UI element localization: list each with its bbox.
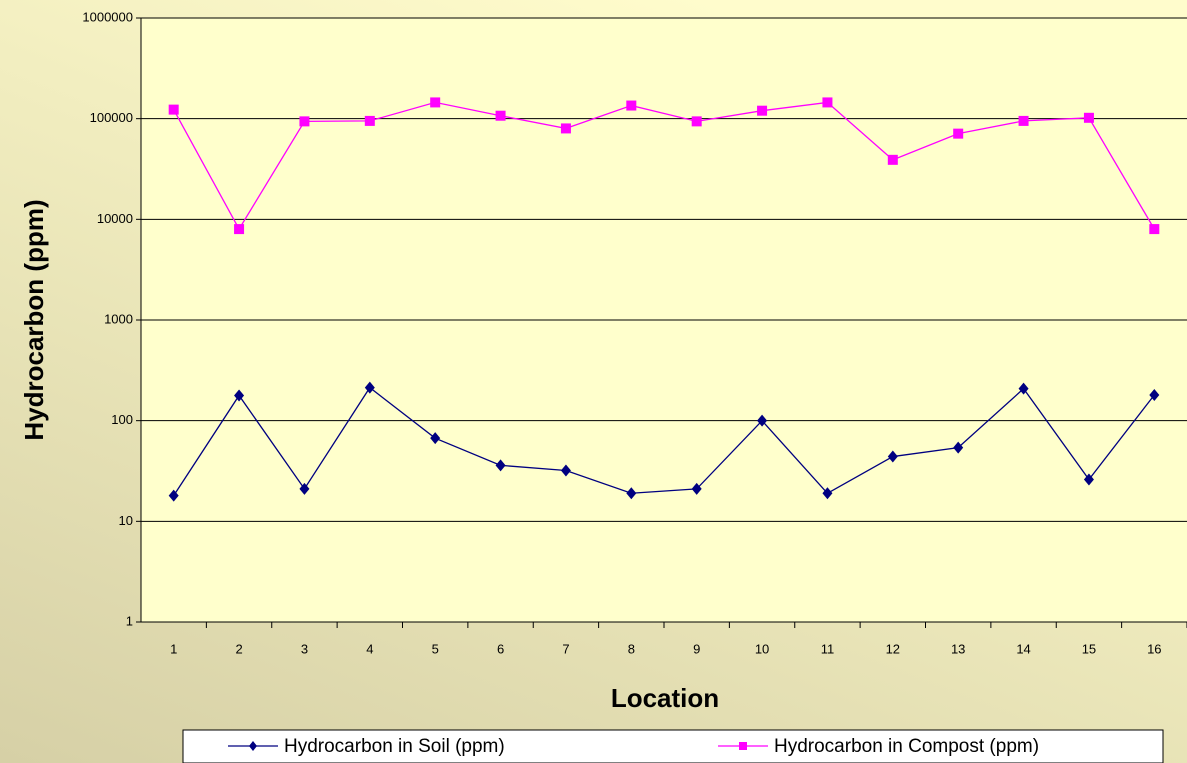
x-tick-label: 12 — [886, 641, 900, 656]
x-tick-label: 11 — [821, 641, 835, 656]
data-point — [1018, 382, 1029, 395]
data-point — [757, 414, 768, 427]
y-tick-label: 1000 — [104, 311, 133, 326]
x-tick-label: 4 — [366, 641, 373, 656]
data-point — [626, 487, 637, 500]
data-point — [691, 116, 702, 127]
x-tick-label: 15 — [1082, 641, 1096, 656]
y-tick-label: 10000 — [97, 211, 133, 226]
y-axis-label: Hydrocarbon (ppm) — [19, 199, 49, 440]
x-tick-label: 9 — [693, 641, 700, 656]
y-tick-label: 100 — [111, 412, 133, 427]
data-point — [168, 489, 179, 502]
data-point — [822, 97, 833, 108]
data-point — [560, 123, 571, 134]
data-point — [691, 482, 702, 495]
x-tick-label: 1 — [170, 641, 177, 656]
y-tick-label: 10 — [119, 513, 133, 528]
x-tick-label: 16 — [1147, 641, 1161, 656]
data-point — [1083, 112, 1094, 123]
x-axis-label: Location — [611, 683, 719, 713]
data-point — [430, 97, 441, 108]
data-point — [1083, 473, 1094, 486]
data-point — [1149, 224, 1160, 235]
data-point — [234, 389, 245, 402]
data-point — [757, 105, 768, 116]
y-tick-label: 1 — [126, 613, 133, 628]
x-tick-label: 2 — [235, 641, 242, 656]
x-tick-label: 14 — [1016, 641, 1030, 656]
data-point — [560, 464, 571, 477]
data-point — [168, 104, 179, 115]
x-tick-label: 13 — [951, 641, 965, 656]
data-point — [495, 110, 506, 121]
data-point — [822, 487, 833, 500]
data-point — [1018, 115, 1029, 126]
data-point — [1149, 388, 1160, 401]
legend-label: Hydrocarbon in Soil (ppm) — [284, 736, 505, 757]
x-tick-label: 10 — [755, 641, 769, 656]
legend-label: Hydrocarbon in Compost (ppm) — [774, 736, 1039, 757]
x-tick-label: 7 — [562, 641, 569, 656]
data-point — [364, 381, 375, 394]
data-point — [953, 128, 964, 139]
legend-marker — [249, 741, 257, 751]
series-line — [173, 386, 1155, 496]
data-point — [887, 450, 898, 463]
data-point — [626, 100, 637, 111]
data-point — [299, 116, 310, 127]
y-tick-label: 1000000 — [82, 9, 133, 24]
data-point — [495, 459, 506, 472]
series-line — [173, 101, 1155, 231]
data-point — [430, 432, 441, 445]
x-tick-label: 6 — [497, 641, 504, 656]
data-point — [887, 154, 898, 165]
legend-marker — [739, 742, 747, 750]
x-tick-label: 8 — [628, 641, 635, 656]
legend-box — [182, 729, 1164, 763]
data-point — [299, 482, 310, 495]
data-point — [234, 224, 245, 235]
x-tick-label: 5 — [432, 641, 439, 656]
data-point — [953, 441, 964, 454]
y-tick-label: 100000 — [90, 110, 133, 125]
data-point — [364, 115, 375, 126]
x-tick-label: 3 — [301, 641, 308, 656]
